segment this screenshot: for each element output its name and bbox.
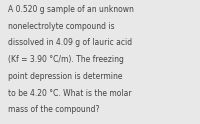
Text: (Kf = 3.90 °C/m). The freezing: (Kf = 3.90 °C/m). The freezing — [8, 55, 124, 64]
Text: A 0.520 g sample of an unknown: A 0.520 g sample of an unknown — [8, 5, 134, 14]
Text: dissolved in 4.09 g of lauric acid: dissolved in 4.09 g of lauric acid — [8, 38, 132, 47]
Text: to be 4.20 °C. What is the molar: to be 4.20 °C. What is the molar — [8, 89, 132, 98]
Text: nonelectrolyte compound is: nonelectrolyte compound is — [8, 22, 115, 31]
Text: point depression is determine: point depression is determine — [8, 72, 122, 81]
Text: mass of the compound?: mass of the compound? — [8, 105, 100, 114]
